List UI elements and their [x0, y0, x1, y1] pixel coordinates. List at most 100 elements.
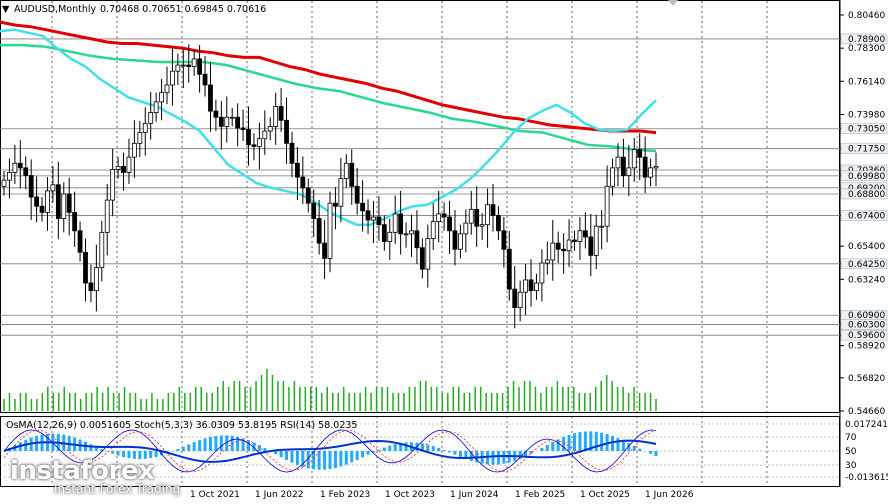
time-label-3: 1 Oct 2023	[385, 490, 435, 500]
candle-body-2	[12, 162, 18, 173]
candle-body-6	[34, 196, 39, 207]
candle-body-19	[104, 199, 110, 233]
candle-body-64	[349, 162, 355, 187]
candle-body-45	[246, 129, 251, 146]
candle-body-94	[512, 288, 518, 308]
osma-bar-40	[219, 435, 223, 451]
candle-body-22	[121, 165, 126, 173]
candle-body-12	[66, 193, 72, 213]
candle-body-71	[387, 231, 393, 242]
osma-bar-114	[621, 440, 625, 451]
candle-body-67	[365, 210, 371, 221]
instaforex-logo: instaforex Instant Forex Trading	[10, 456, 180, 496]
chart-arrow-icon: ▼	[2, 4, 10, 15]
chart-shift-marker-icon[interactable]	[668, 0, 678, 6]
candle-body-0	[1, 179, 7, 187]
candle-body-21	[115, 165, 121, 170]
candle-body-20	[110, 169, 116, 201]
candle-body-50	[273, 106, 279, 127]
osma-bar-97	[529, 451, 533, 454]
osma-bar-29	[160, 451, 164, 456]
level-box-5	[840, 123, 888, 134]
candle-body-25	[137, 132, 143, 144]
level-box-label-11: 0.67400	[848, 211, 885, 221]
osma-bar-112	[611, 435, 615, 451]
osma-bar-71	[388, 445, 392, 451]
osma-bar-104	[567, 434, 571, 451]
level-box-label-16: 0.60300	[848, 320, 885, 330]
osma-bar-64	[350, 451, 354, 463]
candle-body-28	[153, 101, 159, 114]
logo-tagline: Instant Forex Trading	[54, 482, 181, 496]
level-box-6	[840, 143, 888, 154]
candle-body-77	[419, 247, 425, 270]
time-label-4: 1 Jun 2024	[450, 490, 499, 500]
candle-body-96	[523, 279, 528, 293]
osma-bar-48	[263, 448, 267, 451]
osma-bar-32	[176, 449, 180, 451]
osma-bar-58	[317, 451, 321, 470]
osma-bar-95	[518, 451, 522, 459]
osma-bar-69	[377, 449, 381, 451]
candle-body-33	[180, 64, 186, 67]
candle-body-119	[648, 167, 653, 178]
candle-body-101	[550, 242, 556, 261]
osma-bar-18	[100, 449, 104, 451]
osma-bar-77	[420, 443, 424, 451]
osma-bar-27	[149, 451, 153, 459]
candle-body-82	[447, 216, 452, 232]
candle-body-105	[572, 239, 577, 242]
candle-body-93	[506, 248, 512, 290]
level-box-label-15: 0.60900	[848, 311, 885, 321]
candle-body-5	[28, 175, 34, 198]
price-label-19: 0.56820	[848, 374, 885, 384]
osma-bar-109	[594, 431, 598, 451]
osma-bar-16	[89, 444, 93, 451]
osma-bar-26	[143, 451, 147, 459]
time-label-1: 1 Jun 2022	[255, 490, 303, 500]
candle-body-24	[131, 142, 137, 158]
candle-body-75	[409, 230, 414, 235]
osma-bar-113	[616, 438, 620, 451]
price-label-4: 0.73980	[848, 110, 885, 120]
candle-body-78	[425, 238, 431, 270]
osma-bar-85	[464, 451, 468, 459]
candle-body-76	[414, 230, 420, 249]
level-box-10	[840, 188, 888, 200]
level-box-label-6: 0.71750	[848, 145, 885, 155]
candle-body-65	[354, 185, 360, 204]
osma-bar-36	[198, 440, 202, 451]
osma-bar-74	[404, 442, 408, 451]
candle-body-86	[468, 208, 474, 224]
candle-body-34	[186, 64, 192, 67]
osma-bar-51	[279, 451, 283, 458]
candle-body-112	[610, 167, 615, 187]
candle-body-118	[642, 156, 648, 178]
candle-body-48	[262, 130, 268, 140]
osma-bar-91	[496, 451, 500, 465]
level-box-13	[840, 258, 888, 270]
logo-name: instaforex	[10, 456, 155, 486]
osma-bar-84	[458, 451, 462, 457]
candle-body-18	[99, 231, 105, 269]
candle-body-108	[588, 236, 594, 256]
candle-body-54	[294, 162, 300, 178]
candle-body-35	[191, 58, 197, 67]
osma-bar-78	[426, 444, 430, 451]
osma-bar-96	[524, 451, 528, 457]
osma-bar-46	[252, 442, 256, 451]
candle-body-47	[256, 138, 262, 147]
osma-bar-50	[274, 451, 278, 455]
osma-bar-59	[323, 451, 327, 470]
osma-bar-33	[181, 446, 185, 451]
osma-bar-34	[187, 444, 191, 451]
time-label-2: 1 Feb 2023	[320, 490, 370, 500]
candle-body-58	[316, 218, 322, 244]
candle-body-114	[621, 156, 626, 176]
candle-body-14	[77, 230, 83, 253]
time-label-0: 1 Oct 2021	[190, 490, 240, 500]
osma-bar-23	[127, 451, 131, 459]
candle-body-63	[343, 162, 349, 180]
candle-body-52	[284, 119, 289, 144]
